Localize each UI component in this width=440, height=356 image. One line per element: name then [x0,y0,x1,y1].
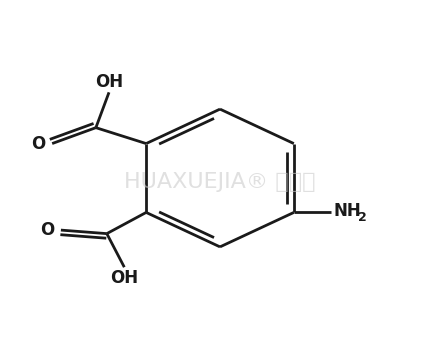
Text: O: O [40,221,55,239]
Text: O: O [31,135,46,153]
Text: 2: 2 [358,211,367,224]
Text: OH: OH [110,269,138,287]
Text: OH: OH [95,73,123,90]
Text: HUAXUEJIA® 化学加: HUAXUEJIA® 化学加 [124,172,316,192]
Text: NH: NH [333,201,361,220]
